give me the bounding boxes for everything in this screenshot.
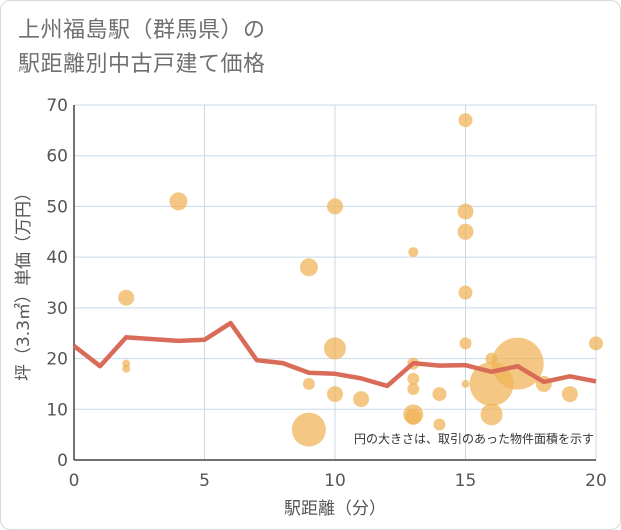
x-axis-label: 駅距離（分） <box>284 499 386 519</box>
x-tick-label: 5 <box>199 471 210 491</box>
data-point <box>407 383 420 395</box>
data-point <box>407 372 420 385</box>
x-tick-label: 20 <box>585 471 607 491</box>
y-tick-label: 30 <box>46 299 68 319</box>
data-point <box>408 247 419 258</box>
x-tick-label: 10 <box>324 471 346 491</box>
data-point <box>169 192 188 211</box>
data-point <box>122 364 131 373</box>
x-tick-label: 0 <box>69 471 80 491</box>
data-point <box>118 289 135 306</box>
data-point <box>458 285 473 300</box>
data-point <box>302 377 315 390</box>
chart-title: 上州福島駅（群馬県）の 駅距離別中古戸建て価格 <box>18 14 266 82</box>
data-point <box>589 336 603 351</box>
y-tick-label: 0 <box>57 451 68 471</box>
chart-title-line1: 上州福島駅（群馬県）の <box>18 18 266 43</box>
data-point <box>480 403 503 426</box>
y-tick-label: 50 <box>46 197 68 217</box>
data-point <box>327 198 343 215</box>
y-tick-label: 20 <box>46 350 68 370</box>
y-tick-label: 70 <box>46 96 68 116</box>
data-point <box>353 391 370 408</box>
size-note: 円の大きさは、取引のあった物件面積を示す <box>354 431 594 446</box>
data-point <box>457 223 474 240</box>
y-tick-label: 40 <box>46 248 68 268</box>
x-tick-label: 15 <box>455 471 477 491</box>
data-point <box>458 113 473 128</box>
data-point <box>433 418 446 431</box>
data-point <box>405 408 422 425</box>
data-point <box>561 386 578 403</box>
trend-line <box>72 320 597 389</box>
data-point <box>299 258 318 277</box>
y-tick-label: 60 <box>46 147 68 167</box>
axis-ticks: 0 10 20 30 40 50 60 70 0 5 10 15 20 <box>46 96 606 491</box>
chart-title-line2: 駅距離別中古戸建て価格 <box>18 52 266 77</box>
data-point <box>291 412 326 447</box>
data-point <box>491 337 544 390</box>
data-points <box>118 113 603 447</box>
data-point <box>324 337 346 360</box>
data-point <box>461 379 470 388</box>
data-point <box>432 387 447 402</box>
data-point <box>327 386 343 403</box>
grid-lines <box>73 104 597 461</box>
trend-line-group <box>72 320 597 389</box>
y-tick-label: 10 <box>46 400 68 420</box>
data-point <box>457 203 474 220</box>
data-point <box>459 337 472 350</box>
y-axis-label: 坪（3.3㎡）単価（万円） <box>14 184 34 381</box>
